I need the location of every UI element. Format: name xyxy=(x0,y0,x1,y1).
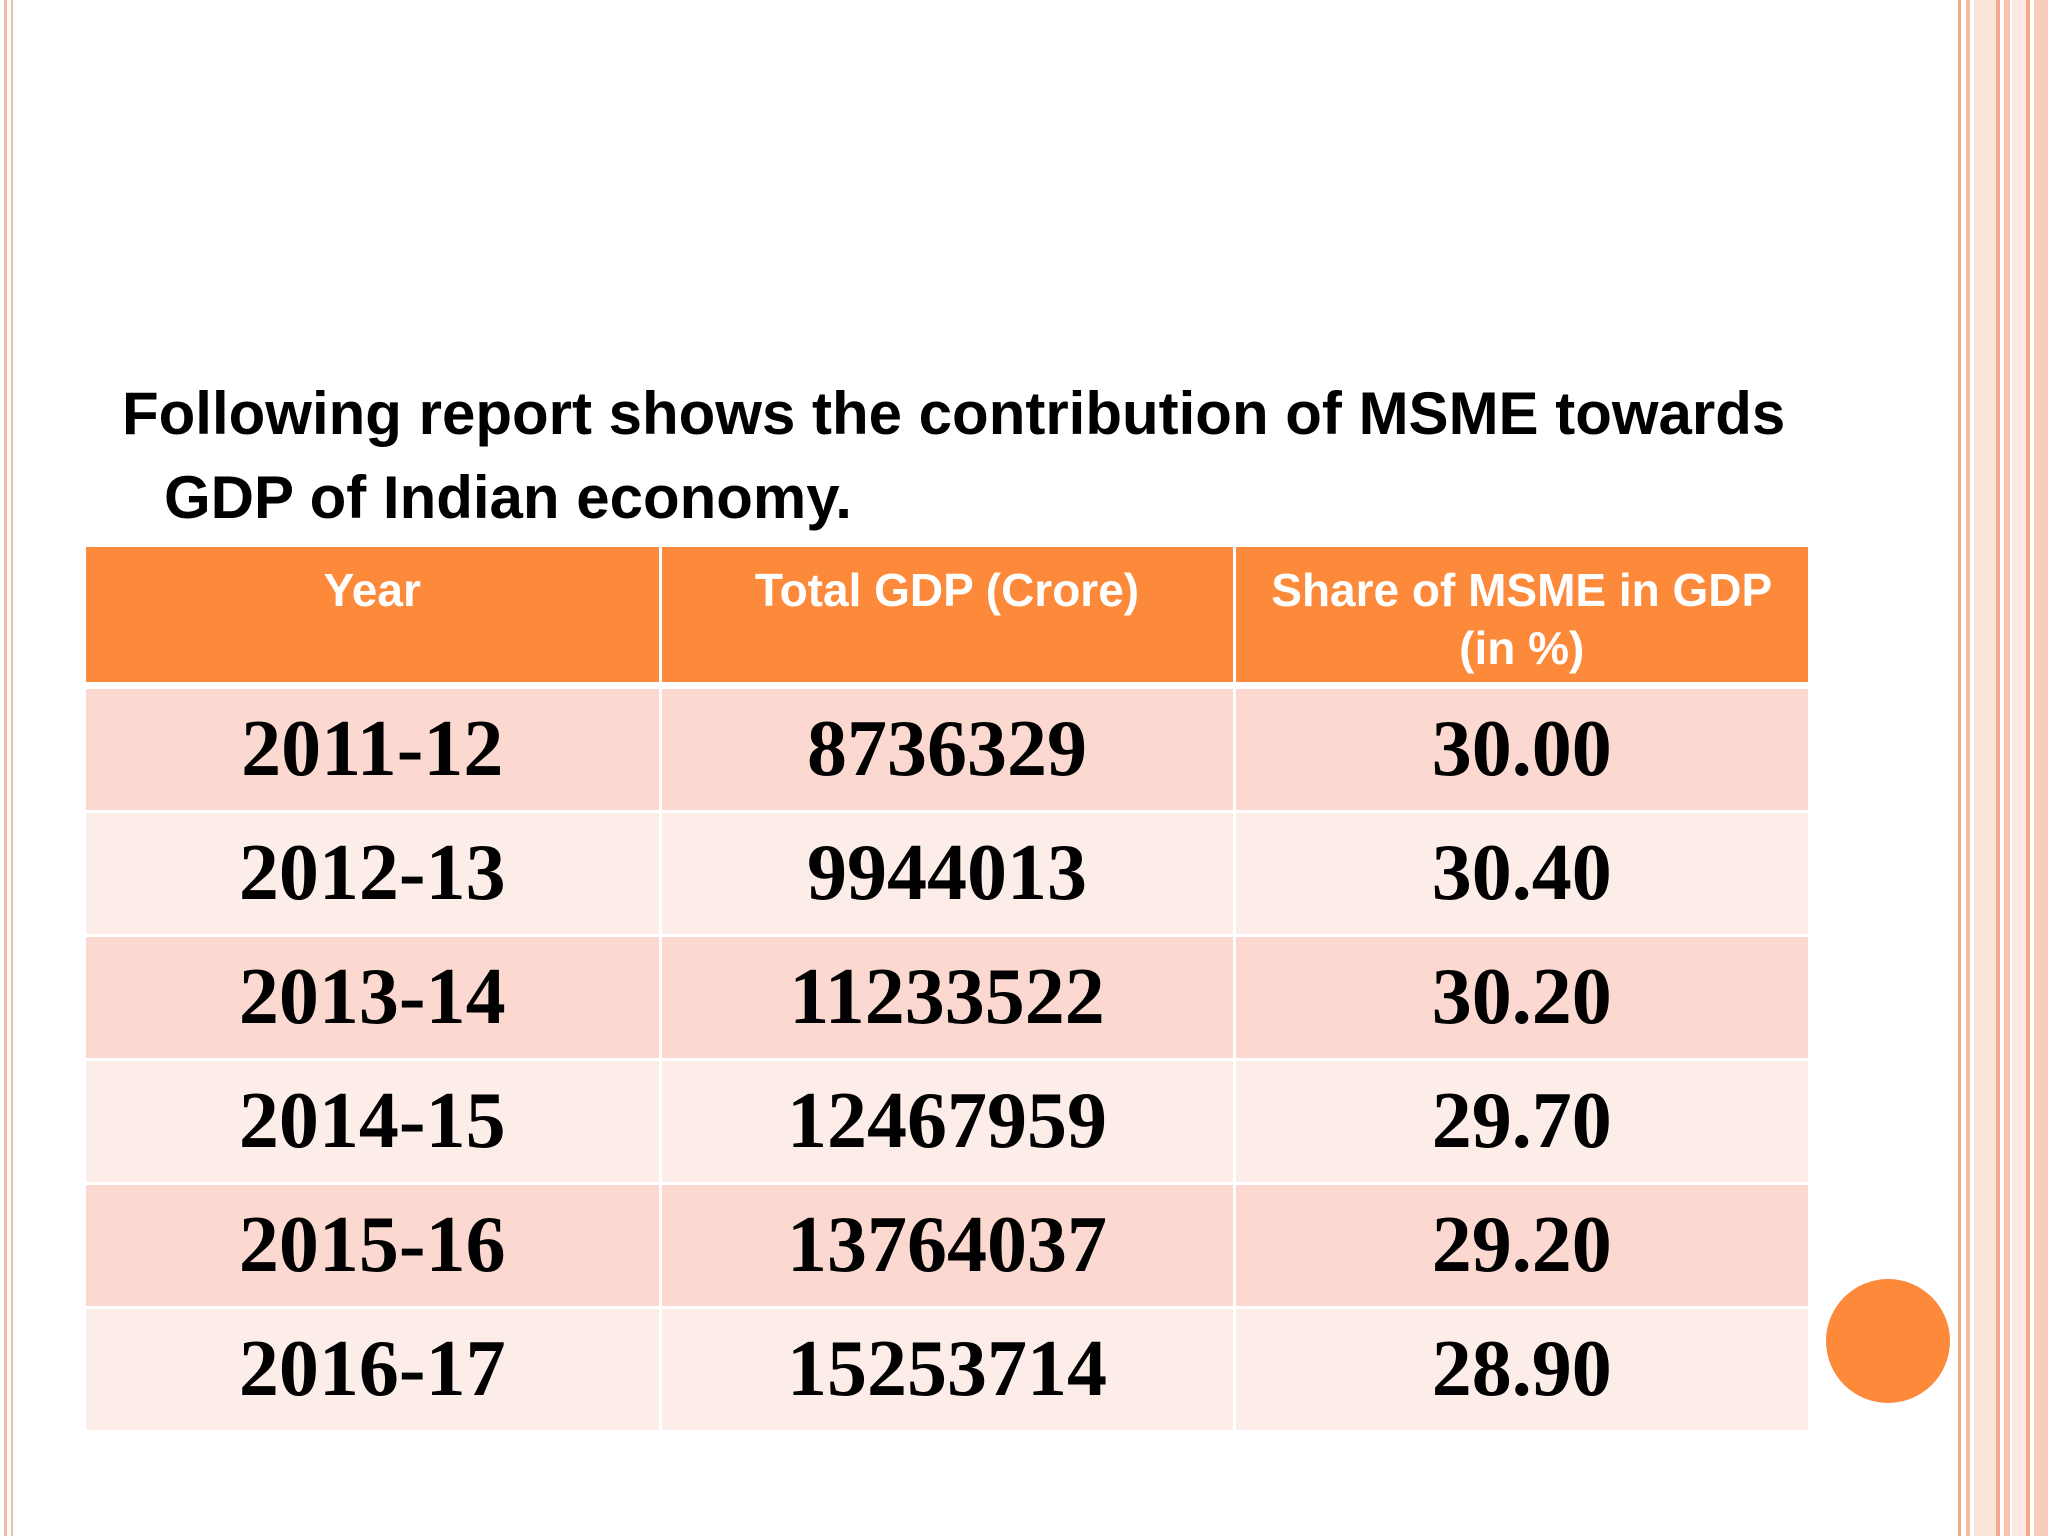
cell-total-gdp: 11233522 xyxy=(660,935,1236,1061)
cell-total-gdp: 13764037 xyxy=(660,1183,1236,1309)
cell-msme-share: 29.70 xyxy=(1234,1059,1808,1185)
column-header-year: Year xyxy=(86,547,662,689)
right-border-stripe xyxy=(2012,0,2026,1536)
decorative-circle xyxy=(1826,1279,1950,1403)
table-row: 2012-13 9944013 30.40 xyxy=(86,811,1808,937)
cell-total-gdp: 8736329 xyxy=(660,685,1236,813)
column-header-msme-share: Share of MSME in GDP (in %) xyxy=(1234,547,1808,689)
cell-year: 2016-17 xyxy=(86,1307,662,1433)
cell-total-gdp: 12467959 xyxy=(660,1059,1236,1185)
table-row: 2014-15 12467959 29.70 xyxy=(86,1059,1808,1185)
msme-gdp-table: Year Total GDP (Crore) Share of MSME in … xyxy=(86,547,1808,1433)
table-header-row: Year Total GDP (Crore) Share of MSME in … xyxy=(86,547,1808,689)
right-border-stripe xyxy=(1966,0,1970,1536)
right-border-stripe xyxy=(2034,0,2048,1536)
left-border-line xyxy=(11,0,13,1536)
right-border-stripe xyxy=(1974,0,1996,1536)
cell-year: 2013-14 xyxy=(86,935,662,1061)
cell-total-gdp: 15253714 xyxy=(660,1307,1236,1433)
cell-msme-share: 30.20 xyxy=(1234,935,1808,1061)
cell-year: 2012-13 xyxy=(86,811,662,937)
table-row: 2013-14 11233522 30.20 xyxy=(86,935,1808,1061)
table-row: 2016-17 15253714 28.90 xyxy=(86,1307,1808,1433)
cell-msme-share: 30.40 xyxy=(1234,811,1808,937)
cell-year: 2011-12 xyxy=(86,685,662,813)
cell-msme-share: 30.00 xyxy=(1234,685,1808,813)
right-border-stripe xyxy=(2004,0,2010,1536)
cell-total-gdp: 9944013 xyxy=(660,811,1236,937)
table-row: 2011-12 8736329 30.00 xyxy=(86,685,1808,813)
cell-year: 2014-15 xyxy=(86,1059,662,1185)
right-border-stripe xyxy=(1996,0,2000,1536)
right-border-stripe xyxy=(1958,0,1961,1536)
cell-msme-share: 29.20 xyxy=(1234,1183,1808,1309)
left-border-line xyxy=(4,0,7,1536)
column-header-total-gdp: Total GDP (Crore) xyxy=(660,547,1236,689)
cell-year: 2015-16 xyxy=(86,1183,662,1309)
table-row: 2015-16 13764037 29.20 xyxy=(86,1183,1808,1309)
slide-heading: Following report shows the contribution … xyxy=(122,380,1786,531)
cell-msme-share: 28.90 xyxy=(1234,1307,1808,1433)
right-border-stripe xyxy=(2026,0,2030,1536)
